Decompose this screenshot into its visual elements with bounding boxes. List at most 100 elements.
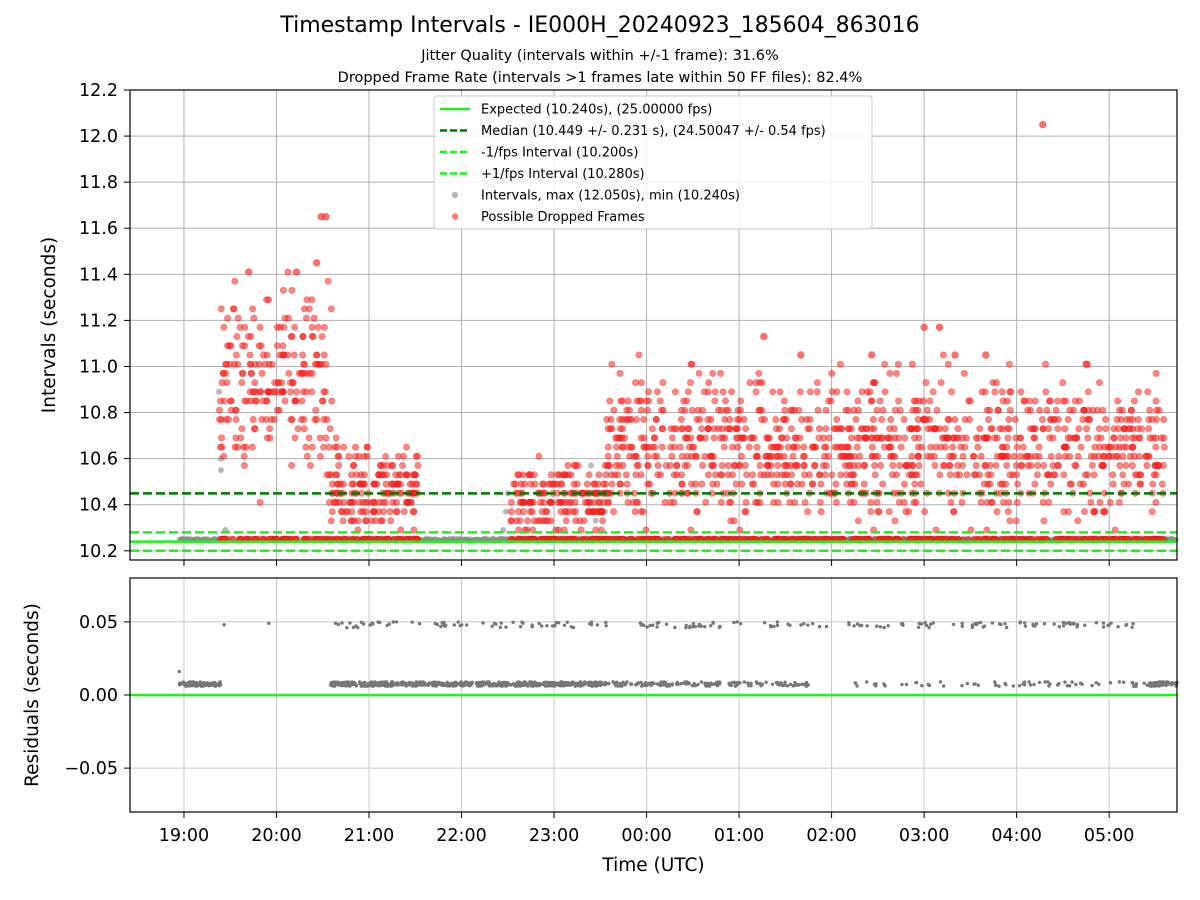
dropped-frame-point <box>368 498 376 506</box>
residual-point <box>904 682 909 687</box>
dropped-frame-point <box>340 443 348 451</box>
dropped-frame-point <box>604 452 612 460</box>
dropped-frame-point <box>711 388 719 396</box>
residual-point <box>651 623 655 627</box>
residual-point <box>728 683 732 687</box>
residual-point <box>604 620 608 625</box>
dropped-frame-point <box>642 397 650 405</box>
dropped-frame-point <box>278 379 286 387</box>
residual-point <box>604 624 608 628</box>
dropped-frame-point <box>1049 434 1057 442</box>
dropped-frame-point <box>774 452 782 460</box>
time-x-tick-label: 04:00 <box>991 826 1041 846</box>
dropped-frame-point <box>1005 360 1013 368</box>
residual-point <box>209 683 213 687</box>
dropped-frame-point <box>828 471 836 479</box>
residual-point <box>562 683 567 688</box>
residual-point <box>852 624 856 628</box>
dropped-frame-point <box>822 406 830 414</box>
dropped-frame-point <box>359 508 367 516</box>
dropped-frame-point <box>880 443 888 451</box>
dropped-frame-point <box>312 406 320 414</box>
dropped-frame-point <box>854 397 862 405</box>
dropped-frame-point <box>1138 425 1146 433</box>
dropped-frame-point <box>860 480 868 488</box>
residual-point <box>1047 684 1051 688</box>
residual-point <box>770 682 775 686</box>
dropped-frame-point <box>547 471 555 479</box>
dropped-frame-point <box>994 406 1002 414</box>
dropped-frame-point <box>869 415 877 423</box>
residual-point <box>1003 681 1007 686</box>
dropped-frame-point <box>698 425 706 433</box>
residual-point <box>1068 622 1072 626</box>
residual-point <box>513 683 518 688</box>
time-x-tick-label: 23:00 <box>529 826 579 846</box>
time-x-tick-label: 02:00 <box>806 826 856 846</box>
residual-point <box>607 681 611 686</box>
intervals-x-ticks <box>183 560 1110 566</box>
dropped-frame-point <box>1059 379 1067 387</box>
dropped-frame-point <box>1090 471 1098 479</box>
dropped-frame-point <box>255 342 263 350</box>
dropped-frame-point <box>222 360 230 368</box>
dropped-frame-point <box>277 388 285 396</box>
dropped-frame-point <box>1148 415 1156 423</box>
dropped-frame-point <box>348 480 356 488</box>
dropped-frame-point <box>339 517 347 525</box>
dropped-frame-point <box>894 397 902 405</box>
residual-point <box>735 620 739 624</box>
time-x-tick-label: 05:00 <box>1084 826 1134 846</box>
dropped-frame-point <box>249 305 257 313</box>
residual-point <box>345 626 349 630</box>
dropped-frame-point <box>606 397 614 405</box>
dropped-frame-point <box>931 425 939 433</box>
intervals-y-tick-label: 11.2 <box>79 311 118 331</box>
dropped-frame-point <box>1152 369 1160 377</box>
dropped-frame-point <box>330 498 338 506</box>
dropped-frame-point <box>736 415 744 423</box>
residual-point <box>511 620 515 624</box>
dropped-frame-point <box>704 471 712 479</box>
dropped-frame-point <box>908 360 916 368</box>
dropped-frame-point <box>772 415 780 423</box>
residual-point <box>797 683 801 687</box>
dropped-frame-point <box>1021 452 1029 460</box>
residual-point <box>1124 623 1129 627</box>
dropped-frame-point <box>901 434 909 442</box>
dropped-frame-point <box>507 498 515 506</box>
dropped-frame-point <box>1043 406 1051 414</box>
dropped-frame-point <box>991 388 999 396</box>
dropped-frame-point <box>1120 443 1128 451</box>
dropped-frame-point <box>279 351 287 359</box>
dropped-frame-point <box>717 369 725 377</box>
dropped-frame-point <box>319 443 327 451</box>
dropped-frame-point <box>1004 508 1012 516</box>
dropped-frame-point <box>808 443 816 451</box>
dropped-frame-point <box>604 498 612 506</box>
dropped-frame-point <box>933 406 941 414</box>
dropped-frame-point <box>914 452 922 460</box>
dropped-frame-point <box>978 388 986 396</box>
dropped-frame-point <box>402 498 410 506</box>
dropped-frame-point <box>310 314 318 322</box>
dropped-frame-point <box>1044 471 1052 479</box>
dropped-frame-point <box>970 452 978 460</box>
residual-point <box>617 684 621 688</box>
residual-point <box>439 624 443 629</box>
residual-point <box>186 680 191 685</box>
residual-point <box>214 683 218 687</box>
residual-point <box>973 682 977 686</box>
dropped-frame-point <box>848 480 856 488</box>
dropped-frame-point <box>285 369 293 377</box>
dropped-frame-point <box>654 461 662 469</box>
residual-point <box>336 682 341 687</box>
dropped-frame-point <box>292 388 300 396</box>
dropped-frame-point <box>891 517 899 525</box>
dropped-frame-point <box>583 480 591 488</box>
residual-point <box>982 624 987 628</box>
residual-point <box>973 621 978 626</box>
dropped-frame-point <box>511 480 519 488</box>
dropped-frame-point <box>239 342 247 350</box>
dropped-frame-point <box>704 415 712 423</box>
